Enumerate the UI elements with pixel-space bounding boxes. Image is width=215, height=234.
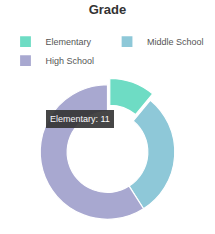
svg-text:Grade: Grade [89,2,127,17]
svg-text:Elementary: 11: Elementary: 11 [50,114,110,124]
svg-text:Middle School: Middle School [147,37,204,47]
svg-text:High School: High School [46,56,95,66]
svg-text:Elementary: Elementary [46,37,92,47]
